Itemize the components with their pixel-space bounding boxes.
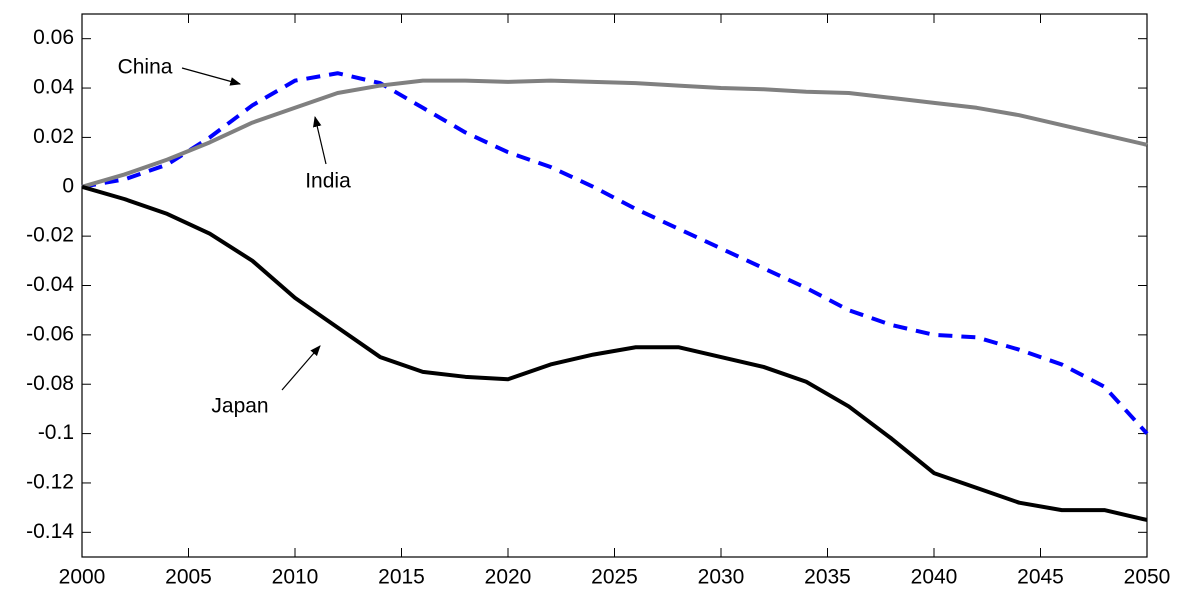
x-tick-label: 2015 <box>378 566 425 589</box>
series-label: Japan <box>211 395 268 418</box>
series-line <box>81 78 1148 189</box>
x-tick-label: 2010 <box>272 566 319 589</box>
y-tick-label: 0.06 <box>33 26 74 49</box>
y-tick-label: 0 <box>62 174 74 197</box>
x-tick-label: 2045 <box>1017 566 1064 589</box>
x-tick-label: 2020 <box>485 566 532 589</box>
annotation-arrow <box>181 67 242 86</box>
series-line <box>81 71 1149 435</box>
x-tick-label: 2025 <box>591 566 638 589</box>
annotation-arrow <box>313 115 327 165</box>
x-tick-label: 2000 <box>59 566 106 589</box>
x-tick-label: 2030 <box>698 566 745 589</box>
series-line <box>81 184 1148 522</box>
series-label: China <box>118 56 173 79</box>
y-tick-label: 0.02 <box>33 125 74 148</box>
y-tick-label: 0.04 <box>33 76 74 99</box>
x-tick-label: 2040 <box>911 566 958 589</box>
y-tick-label: -0.1 <box>38 421 74 444</box>
y-tick-label: -0.06 <box>26 322 74 345</box>
y-tick-label: -0.04 <box>26 273 74 296</box>
y-tick-label: -0.12 <box>26 471 74 494</box>
y-tick-label: -0.02 <box>26 224 74 247</box>
annotation-arrow <box>281 345 321 391</box>
x-tick-label: 2005 <box>165 566 212 589</box>
plot-frame <box>81 13 1148 558</box>
x-tick-label: 2035 <box>804 566 851 589</box>
y-tick-label: -0.14 <box>26 520 74 543</box>
series-label: India <box>305 170 351 193</box>
y-tick-label: -0.08 <box>26 372 74 395</box>
x-tick-label: 2050 <box>1124 566 1171 589</box>
